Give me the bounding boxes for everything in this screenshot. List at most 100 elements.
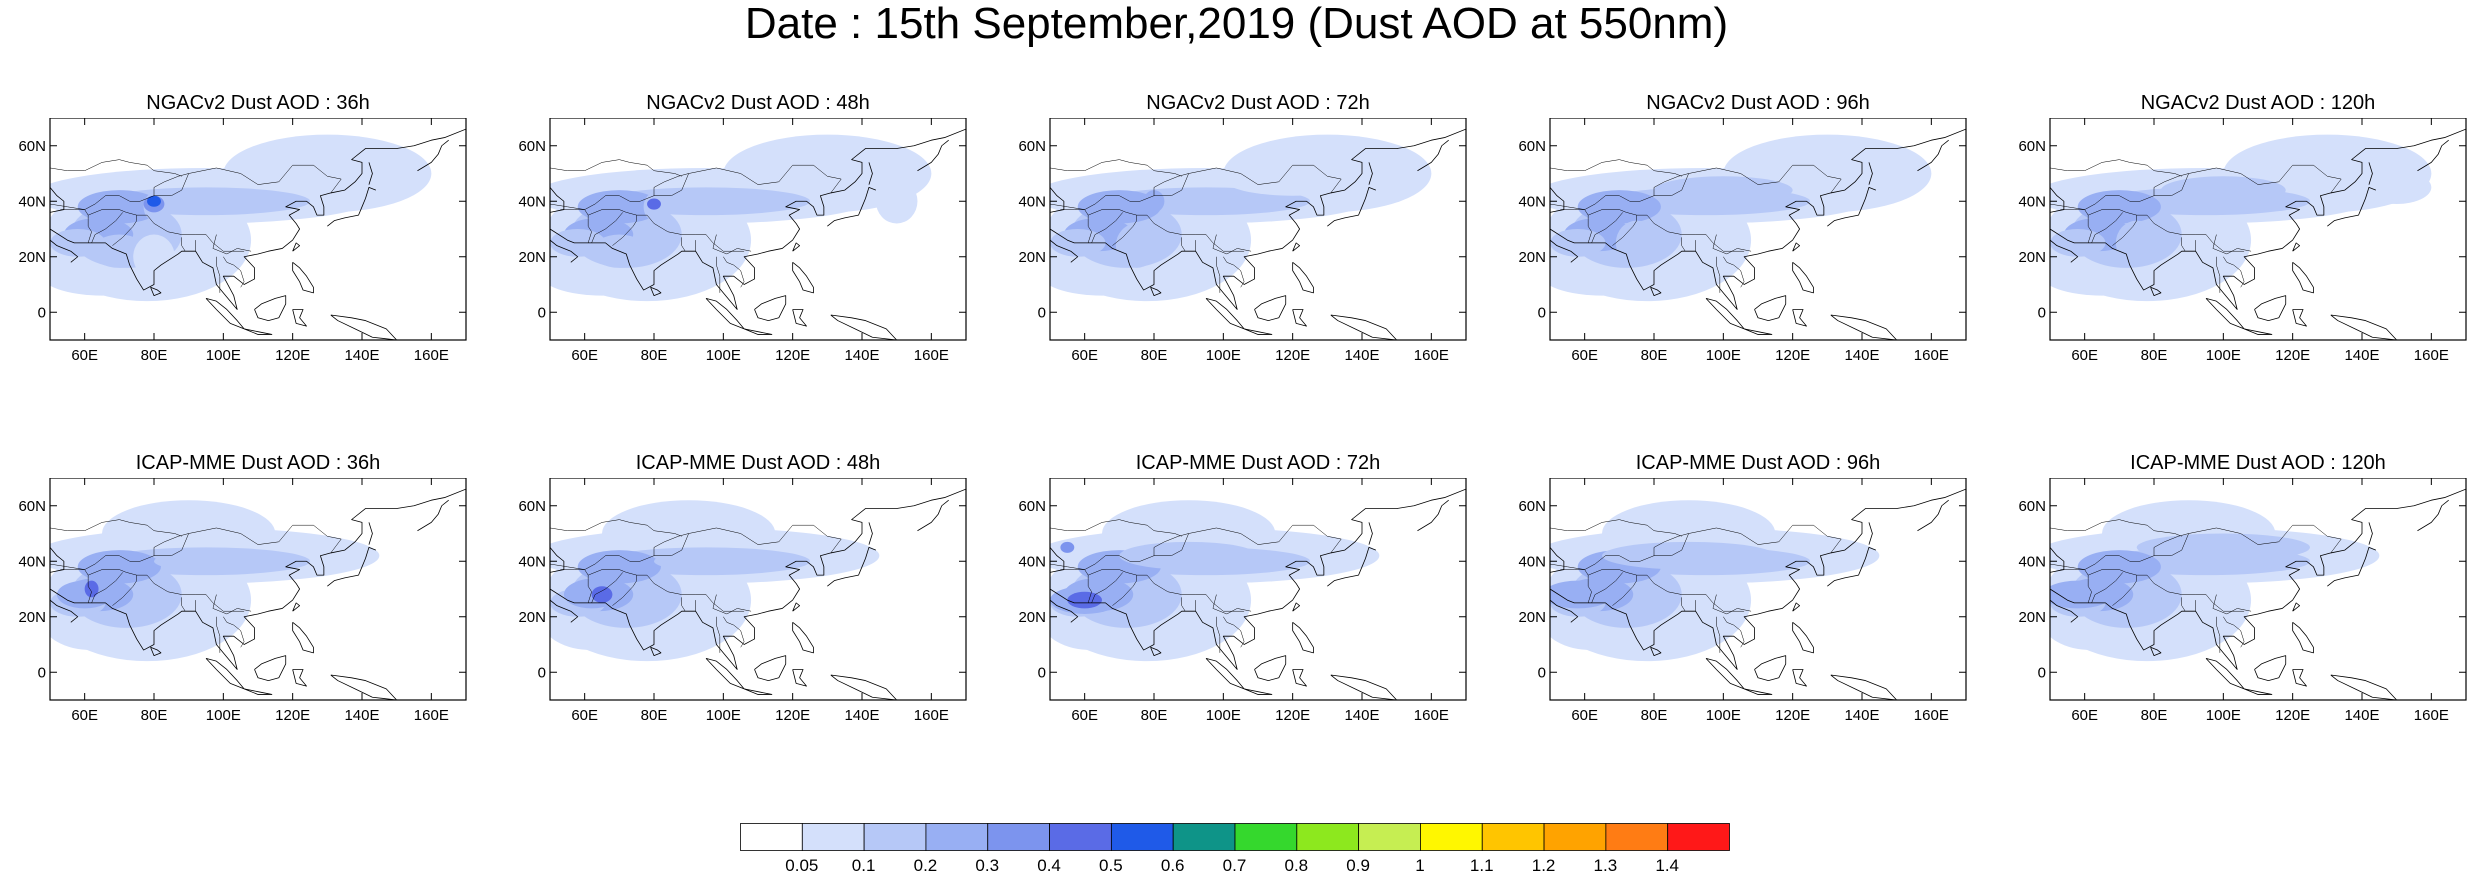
x-tick-label: 60E <box>1071 347 1098 364</box>
country-border <box>560 209 592 243</box>
coastline <box>2330 674 2398 700</box>
country-border <box>612 575 637 606</box>
country-border <box>60 569 92 603</box>
y-tick-label: 60N <box>18 138 46 155</box>
x-tick-label: 160E <box>1414 347 1449 364</box>
coastline <box>827 546 877 587</box>
country-border <box>112 215 137 246</box>
coastline <box>830 674 898 700</box>
country-border <box>1591 572 1623 603</box>
coastline <box>1417 499 1449 532</box>
country-border <box>50 164 342 210</box>
country-border <box>1112 215 1137 246</box>
coastline <box>150 286 162 297</box>
coastline <box>1792 602 1801 612</box>
panel-title: ICAP-MME Dust AOD : 120h <box>2130 452 2386 474</box>
coastline <box>330 674 398 700</box>
coastline <box>1050 547 1065 573</box>
x-tick-label: 140E <box>844 347 879 364</box>
dust-aod-region <box>1615 220 1658 266</box>
country-border <box>1091 212 1123 243</box>
coastline <box>705 297 745 330</box>
y-tick-label: 60N <box>2018 138 2046 155</box>
coastline <box>550 128 966 310</box>
colorbar-label: 0.05 <box>785 856 819 875</box>
colorbar-label: 1.1 <box>1469 856 1494 875</box>
colorbar-bin <box>1543 823 1607 851</box>
coastline <box>327 186 377 227</box>
x-tick-label: 80E <box>2141 707 2168 724</box>
colorbar-bin <box>1481 823 1545 851</box>
coastline <box>292 261 314 294</box>
country-border <box>2112 215 2137 246</box>
coastline <box>1650 646 1662 657</box>
country-border <box>712 234 752 255</box>
country-border <box>112 575 137 606</box>
country-border <box>723 256 745 288</box>
aod-field <box>550 478 966 700</box>
colorbar-bin <box>1296 823 1360 851</box>
y-tick-label: 0 <box>1538 304 1546 321</box>
dust-aod-region <box>154 550 293 573</box>
colorbar-bin <box>987 823 1050 851</box>
country-border <box>1088 209 1245 252</box>
coastline <box>1327 186 1377 227</box>
colorbar-label: 0.8 <box>1284 856 1309 875</box>
coastline <box>2292 602 2301 612</box>
coastline <box>1205 657 1245 690</box>
aod-field <box>2050 478 2466 700</box>
coastline <box>2254 295 2287 321</box>
y-tick-label: 20N <box>18 249 46 266</box>
country-border <box>2212 234 2252 255</box>
dust-aod-region <box>2115 220 2158 266</box>
map-canvas: 0 20N 40N 60N 60E 80E 100E 120E 140E 160E <box>1018 478 1467 724</box>
x-tick-label: 120E <box>275 707 310 724</box>
coastline <box>792 242 801 252</box>
country-border <box>88 209 245 252</box>
coastline <box>1827 546 1877 587</box>
colorbar-label: 0.2 <box>913 856 938 875</box>
y-tick-label: 60N <box>18 498 46 515</box>
coastline <box>1368 522 1373 545</box>
y-tick-label: 40N <box>1018 553 1046 570</box>
x-tick-label: 160E <box>2414 347 2449 364</box>
coastline <box>830 314 898 340</box>
coastline <box>1743 688 1773 695</box>
coastline <box>1050 187 1065 213</box>
coastline <box>243 328 273 335</box>
x-tick-label: 100E <box>1706 347 1741 364</box>
map-panel: ICAP-MME Dust AOD : 36h 0 20N 40N 60N 60E 80E 1… <box>0 452 470 726</box>
dust-aod-region <box>1550 580 1613 609</box>
country-border <box>588 209 745 252</box>
country-border <box>50 524 342 570</box>
country-border <box>1223 616 1245 648</box>
dust-hotspot <box>647 198 661 210</box>
figure-title: Date : 15th September,2019 (Dust AOD at … <box>744 0 1729 48</box>
x-tick-label: 60E <box>571 347 598 364</box>
plot-frame <box>49 118 467 341</box>
country-border <box>216 616 221 653</box>
y-tick-label: 20N <box>2018 609 2046 626</box>
colorbar-label: 1.3 <box>1593 856 1618 875</box>
country-border <box>1050 519 1182 537</box>
country-border <box>1088 569 1245 612</box>
coastline <box>1330 314 1398 340</box>
country-border <box>1591 212 1623 243</box>
y-tick-label: 20N <box>1518 609 1546 626</box>
y-tick-label: 60N <box>518 498 546 515</box>
y-tick-label: 0 <box>2038 304 2046 321</box>
colorbar-bin <box>925 823 989 851</box>
x-tick-label: 160E <box>914 707 949 724</box>
aod-field <box>550 118 966 340</box>
x-tick-label: 100E <box>206 707 241 724</box>
coastline <box>2050 128 2466 310</box>
coastline <box>292 309 307 327</box>
country-border <box>1223 256 1245 288</box>
dust-aod-region <box>1119 541 1258 570</box>
coastline <box>1550 599 1579 623</box>
coastline <box>1827 186 1877 227</box>
dust-hotspot <box>84 580 99 598</box>
map-panel: ICAP-MME Dust AOD : 48h 0 20N 40N 60N 60E 80E 1… <box>500 452 970 726</box>
y-tick-label: 40N <box>18 193 46 210</box>
country-border <box>654 533 689 556</box>
